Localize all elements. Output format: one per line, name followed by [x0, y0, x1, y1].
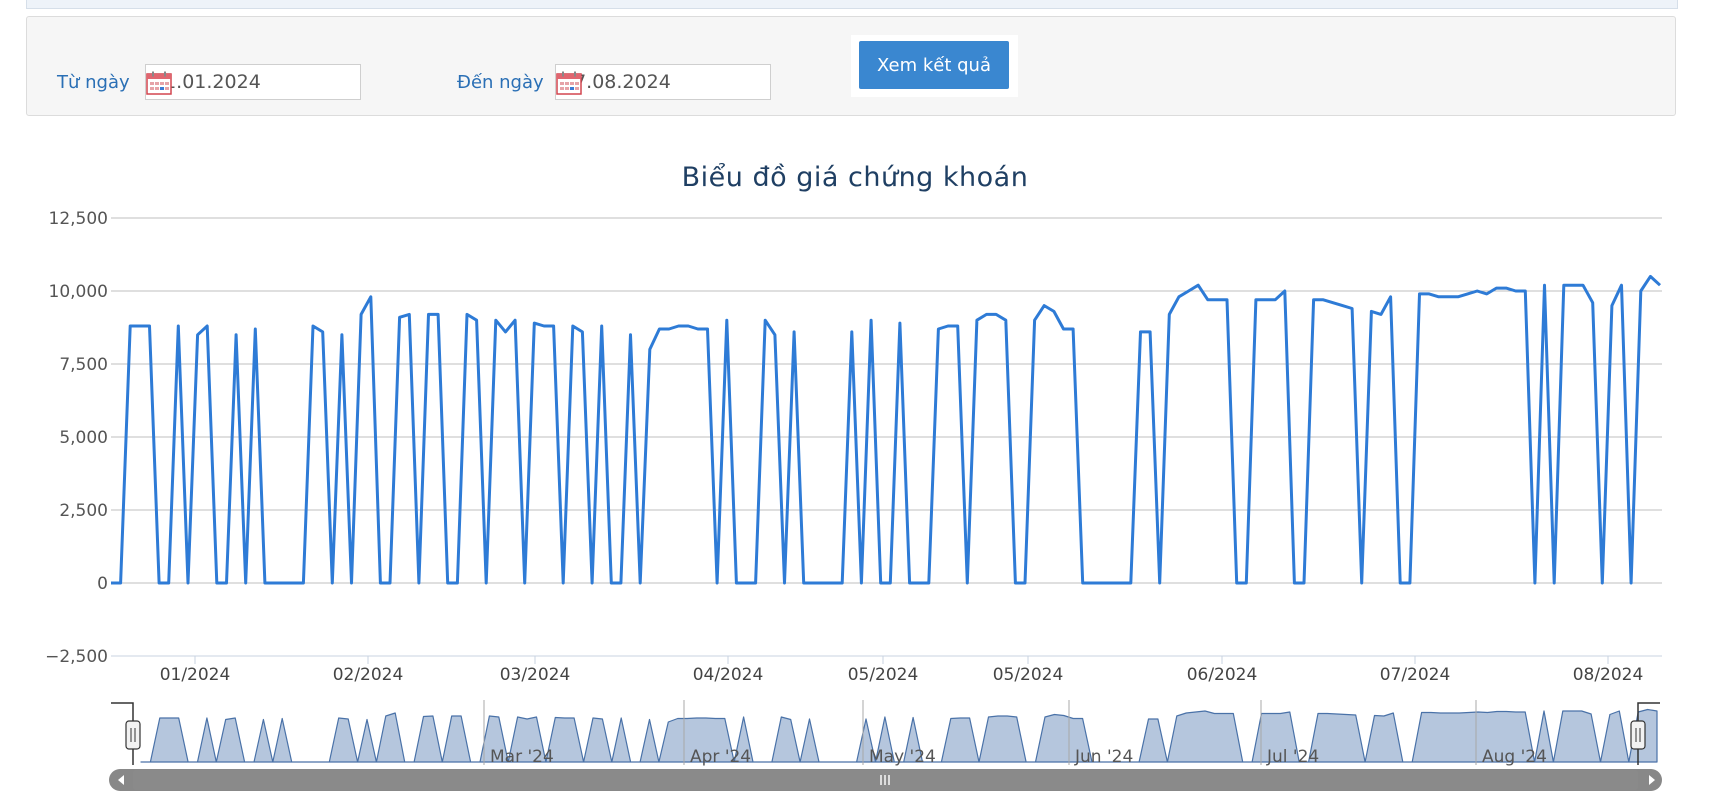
navigator-right-handle[interactable]: [1630, 720, 1646, 750]
x-tick-label: 02/2024: [333, 665, 404, 685]
calendar-icon[interactable]: [556, 71, 582, 95]
to-date-input[interactable]: [562, 69, 722, 95]
x-tick-label: 05/2024: [993, 665, 1064, 685]
from-date-field[interactable]: [145, 64, 361, 100]
x-tick-label: 08/2024: [1573, 665, 1644, 685]
navigator-scrollbar[interactable]: [109, 769, 1662, 791]
scroll-left-arrow-icon[interactable]: [118, 775, 124, 785]
x-tick-label: 01/2024: [160, 665, 231, 685]
x-axis: 01/2024 02/2024 03/2024 04/2024 05/2024 05/20…: [160, 656, 1644, 685]
y-tick-label: 12,500: [49, 209, 108, 229]
to-date-label: Đến ngày: [457, 72, 544, 93]
y-tick-label: 5,000: [59, 428, 108, 448]
navigator-date-label: Mar '24: [490, 747, 554, 767]
price-series-line: [111, 274, 1662, 585]
x-tick-label: 07/2024: [1380, 665, 1451, 685]
x-tick-label: 05/2024: [848, 665, 919, 685]
y-tick-label: 7,500: [59, 355, 108, 375]
submit-button-frame: Xem kết quả: [851, 35, 1018, 97]
navigator[interactable]: Mar '24 Apr '24 May '24 Jun '24 Jul '24 Aug '…: [109, 700, 1662, 791]
date-filter-panel: Từ ngày Đến ngày: [26, 16, 1676, 116]
navigator-left-handle[interactable]: [125, 720, 141, 750]
navigator-date-label: Jun '24: [1074, 747, 1133, 767]
y-tick-label: −2,500: [45, 647, 108, 667]
x-tick-label: 03/2024: [500, 665, 571, 685]
x-tick-label: 04/2024: [693, 665, 764, 685]
navigator-series-area: [140, 708, 1658, 763]
y-tick-label: 2,500: [59, 501, 108, 521]
y-tick-label: 0: [97, 574, 108, 594]
navigator-date-label: Jul '24: [1266, 747, 1319, 767]
navigator-date-label: Aug '24: [1482, 747, 1547, 767]
calendar-icon[interactable]: [146, 71, 172, 95]
top-panel-edge: [26, 0, 1678, 9]
x-tick-label: 06/2024: [1187, 665, 1258, 685]
y-tick-label: 10,000: [49, 282, 108, 302]
from-date-input[interactable]: [152, 69, 312, 95]
navigator-date-label: Apr '24: [690, 747, 751, 767]
series-group: [111, 274, 1662, 585]
view-results-button[interactable]: Xem kết quả: [859, 41, 1009, 89]
chart-title: Biểu đồ giá chứng khoán: [681, 162, 1029, 193]
scroll-right-arrow-icon[interactable]: [1649, 775, 1655, 785]
navigator-date-label: May '24: [869, 747, 936, 767]
y-axis: 12,500 10,000 7,500 5,000 2,500 0 −2,500: [45, 209, 108, 667]
grid-lines: [111, 217, 1662, 657]
from-date-label: Từ ngày: [57, 72, 130, 93]
to-date-field[interactable]: [555, 64, 771, 100]
